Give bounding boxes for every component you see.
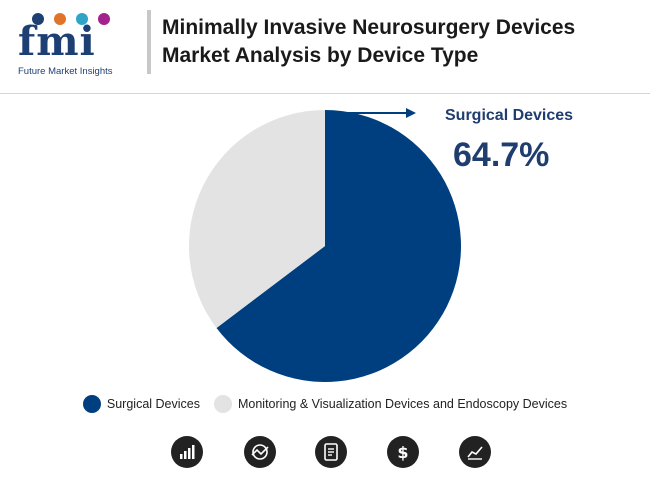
callout-label: Surgical Devices	[445, 107, 573, 124]
pie-slice-surgical	[216, 110, 461, 382]
legend-item-monitoring: Monitoring & Visualization Devices and E…	[213, 395, 568, 413]
callout-value: 64.7%	[453, 136, 549, 174]
header-divider	[0, 93, 650, 94]
chart-legend: Surgical Devices Monitoring & Visualizat…	[0, 395, 650, 413]
footer-icons: $	[0, 436, 650, 470]
logo-wordmark: fmi	[18, 18, 96, 65]
page-title: Minimally Invasive Neurosurgery Devices …	[162, 16, 576, 67]
svg-text:$: $	[397, 443, 408, 462]
legend-label-monitoring: Monitoring & Visualization Devices and E…	[237, 397, 568, 411]
callout-arrowhead	[406, 108, 416, 118]
legend-swatch-monitoring	[213, 395, 232, 413]
logo-tagline: Future Market Insights	[18, 66, 113, 77]
title-accent-bar	[147, 10, 151, 74]
pie-chart: Surgical Devices 64.7%	[189, 107, 573, 382]
pie-slice-monitoring	[189, 110, 325, 328]
globe-trend-icon	[244, 436, 276, 468]
logo-dots-icon	[32, 13, 110, 25]
dollar-icon: $	[387, 436, 419, 468]
legend-label-surgical: Surgical Devices	[106, 397, 200, 411]
legend-item-surgical: Surgical Devices	[82, 395, 200, 413]
bar-chart-icon	[171, 436, 203, 468]
line-chart-icon	[459, 436, 491, 468]
legend-swatch-surgical	[82, 395, 101, 413]
report-document-icon	[315, 436, 347, 468]
fmi-logo: fmi Future Market Insights	[18, 10, 138, 82]
header: fmi Future Market Insights Minimally Inv…	[0, 0, 650, 93]
